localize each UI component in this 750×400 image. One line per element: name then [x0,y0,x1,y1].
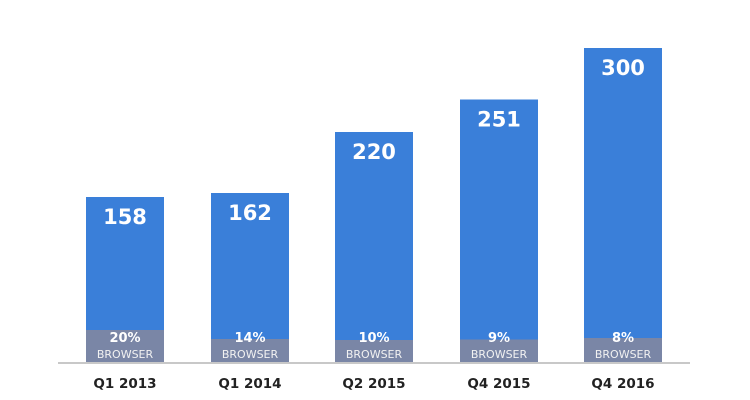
bar-q2-2015 [335,132,413,363]
browser-segment [335,339,413,363]
bar-value-label: 251 [477,107,521,131]
browser-segment-label: BROWSER [595,348,652,361]
bar-q1-2014 [211,192,289,363]
bars-layer [86,48,662,363]
browser-share-label: 14% [234,331,265,346]
bar-value-label: 300 [601,56,645,80]
x-tick-label: Q1 2013 [93,376,156,392]
x-tick-label: Q4 2016 [591,376,654,392]
browser-segment [584,337,662,363]
browser-segment [211,339,289,363]
browser-share-label: 10% [358,331,389,346]
bar-q4-2015 [460,99,538,363]
browser-segment [86,329,164,363]
labels-layer: 158 20% BROWSER Q1 2013 162 14% BROWSER Q1 2014… [93,56,654,392]
x-tick-label: Q2 2015 [342,376,405,392]
browser-segment-label: BROWSER [222,348,279,361]
bar-value-label: 220 [352,140,396,164]
browser-share-label: 9% [488,331,510,346]
browser-segment-label: BROWSER [346,348,403,361]
x-tick-label: Q4 2015 [467,376,530,392]
browser-segment-label: BROWSER [97,348,154,361]
browser-segment-label: BROWSER [471,348,528,361]
x-tick-label: Q1 2014 [218,376,281,392]
bar-value-label: 162 [228,201,272,225]
bar-value-label: 158 [103,205,147,229]
browser-share-label: 8% [612,331,634,346]
browser-share-label: 20% [109,331,140,346]
browser-segment [460,339,538,363]
bar-q4-2016 [584,48,662,363]
